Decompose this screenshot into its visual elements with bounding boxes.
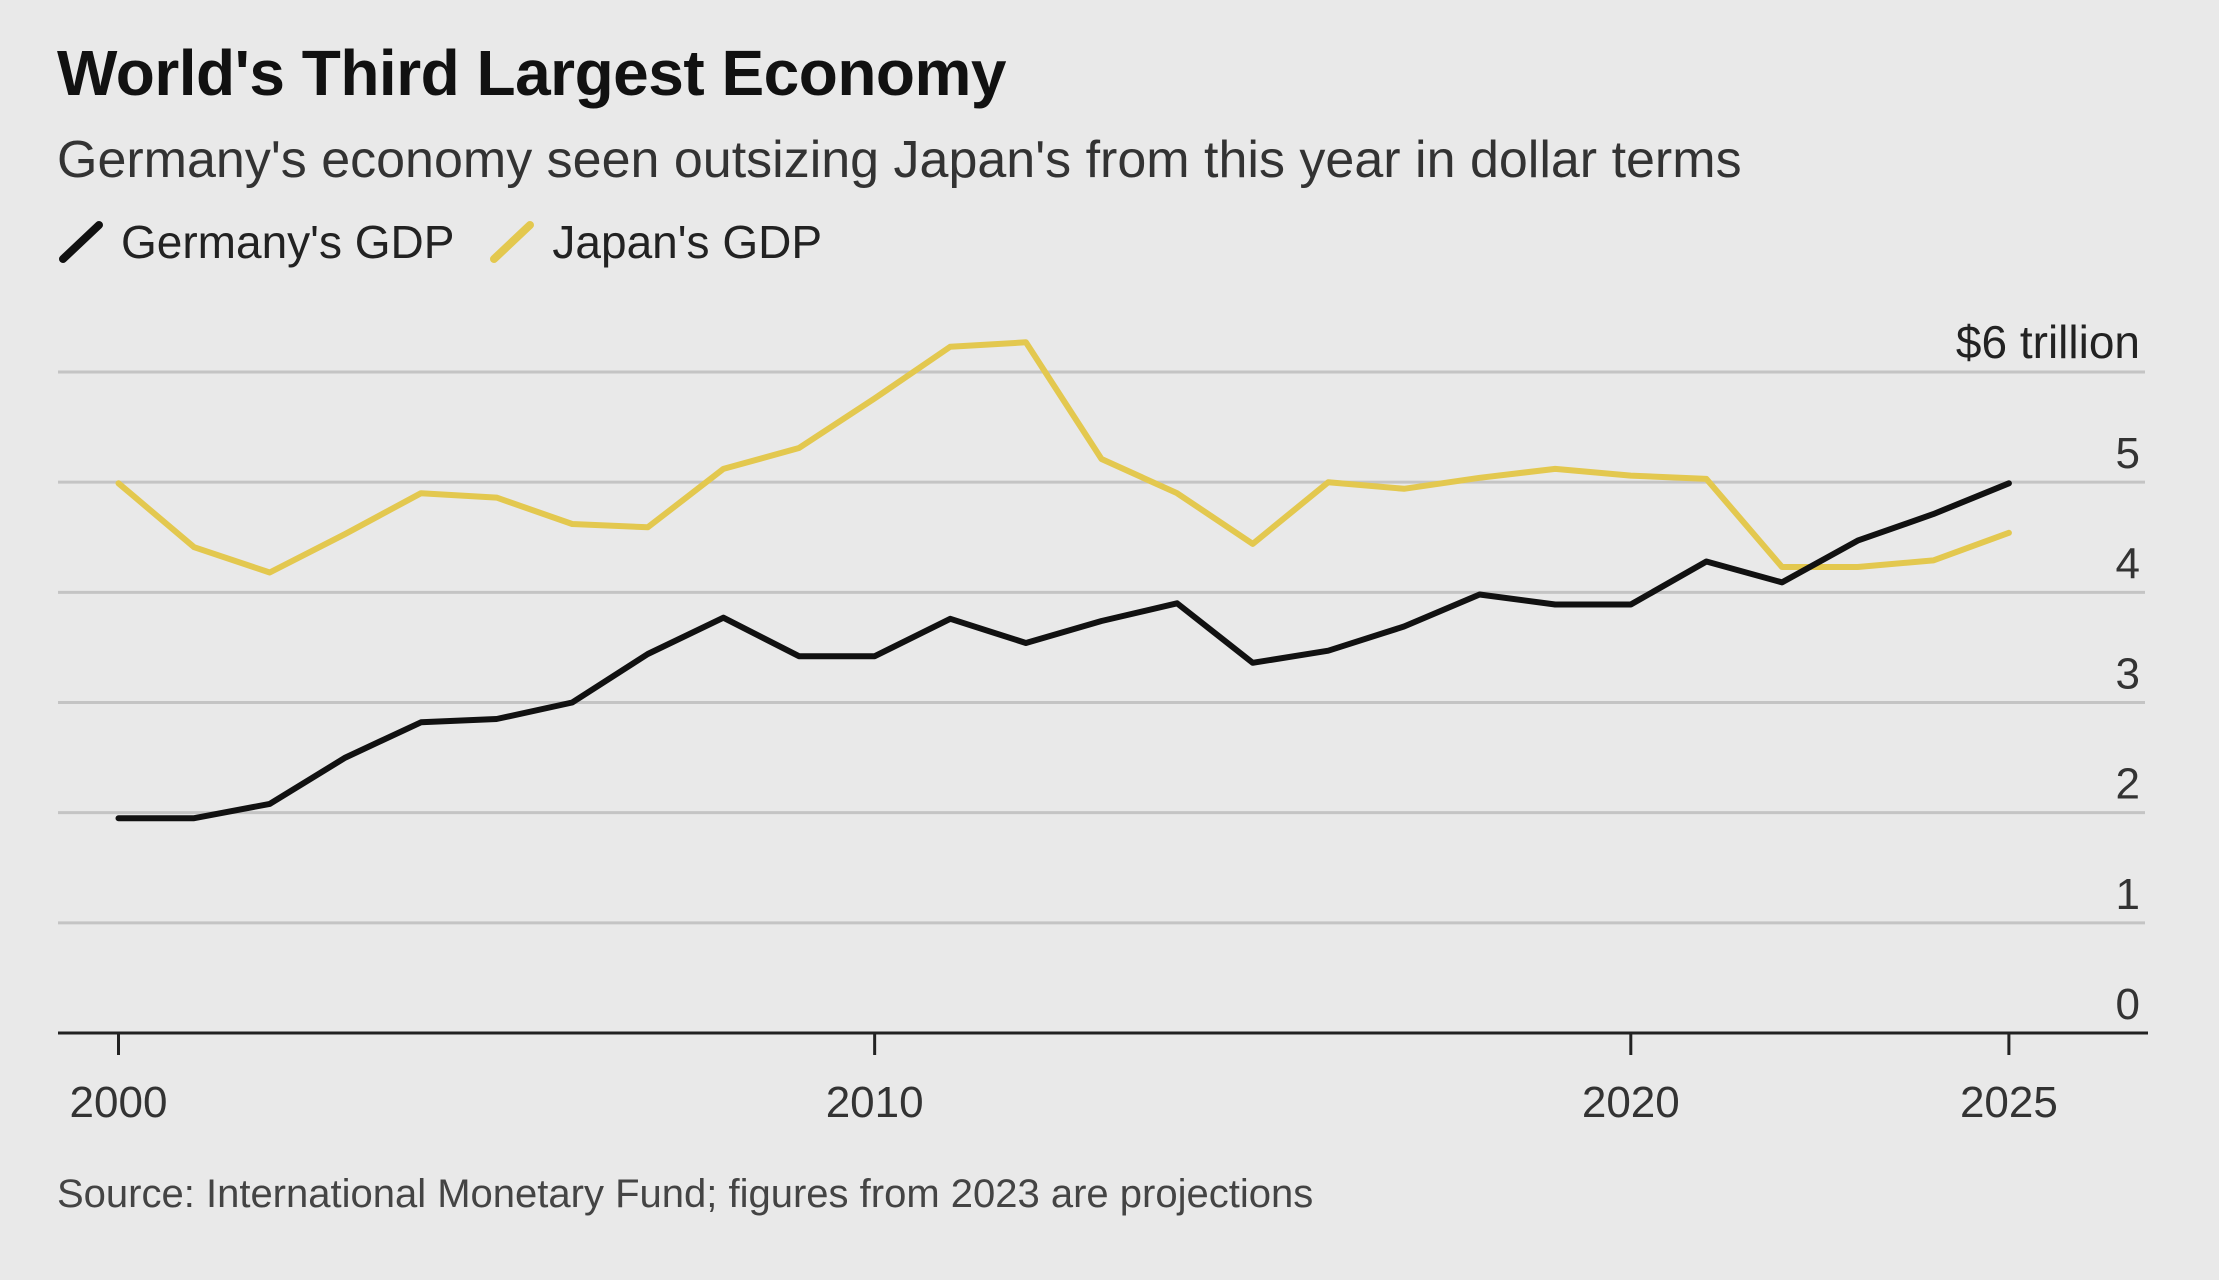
x-tick-label-2010: 2010 <box>826 1078 924 1127</box>
legend-label-japan: Japan's GDP <box>552 216 822 268</box>
y-tick-label-0: 0 <box>2116 980 2140 1029</box>
x-tick-label-2025: 2025 <box>1960 1078 2058 1127</box>
y-tick-label-3: 3 <box>2116 650 2140 699</box>
source-note: Source: International Monetary Fund; fig… <box>57 1172 1314 1216</box>
y-tick-label-5: 5 <box>2116 429 2140 478</box>
legend-item-japan: Japan's GDP <box>488 215 822 269</box>
legend-item-germany: Germany's GDP <box>57 215 454 269</box>
y-tick-label-2: 2 <box>2116 760 2140 809</box>
x-tick-label-2020: 2020 <box>1582 1078 1680 1127</box>
japan-gdp-line <box>115 339 2012 576</box>
x-tick-label-2000: 2000 <box>70 1078 168 1127</box>
y-tick-label-4: 4 <box>2116 539 2140 588</box>
legend-swatch-japan <box>490 221 535 263</box>
legend-label-germany: Germany's GDP <box>121 216 455 268</box>
y-tick-label-6: $6 trillion <box>1956 316 2140 368</box>
legend-swatch-germany <box>59 221 103 263</box>
chart-title: World's Third Largest Economy <box>57 37 1007 109</box>
y-tick-label-1: 1 <box>2116 870 2140 919</box>
chart-legend: Germany's GDP Japan's GDP <box>57 215 856 269</box>
germany-gdp-line <box>115 480 2012 822</box>
chart-subtitle: Germany's economy seen outsizing Japan's… <box>57 131 1742 189</box>
